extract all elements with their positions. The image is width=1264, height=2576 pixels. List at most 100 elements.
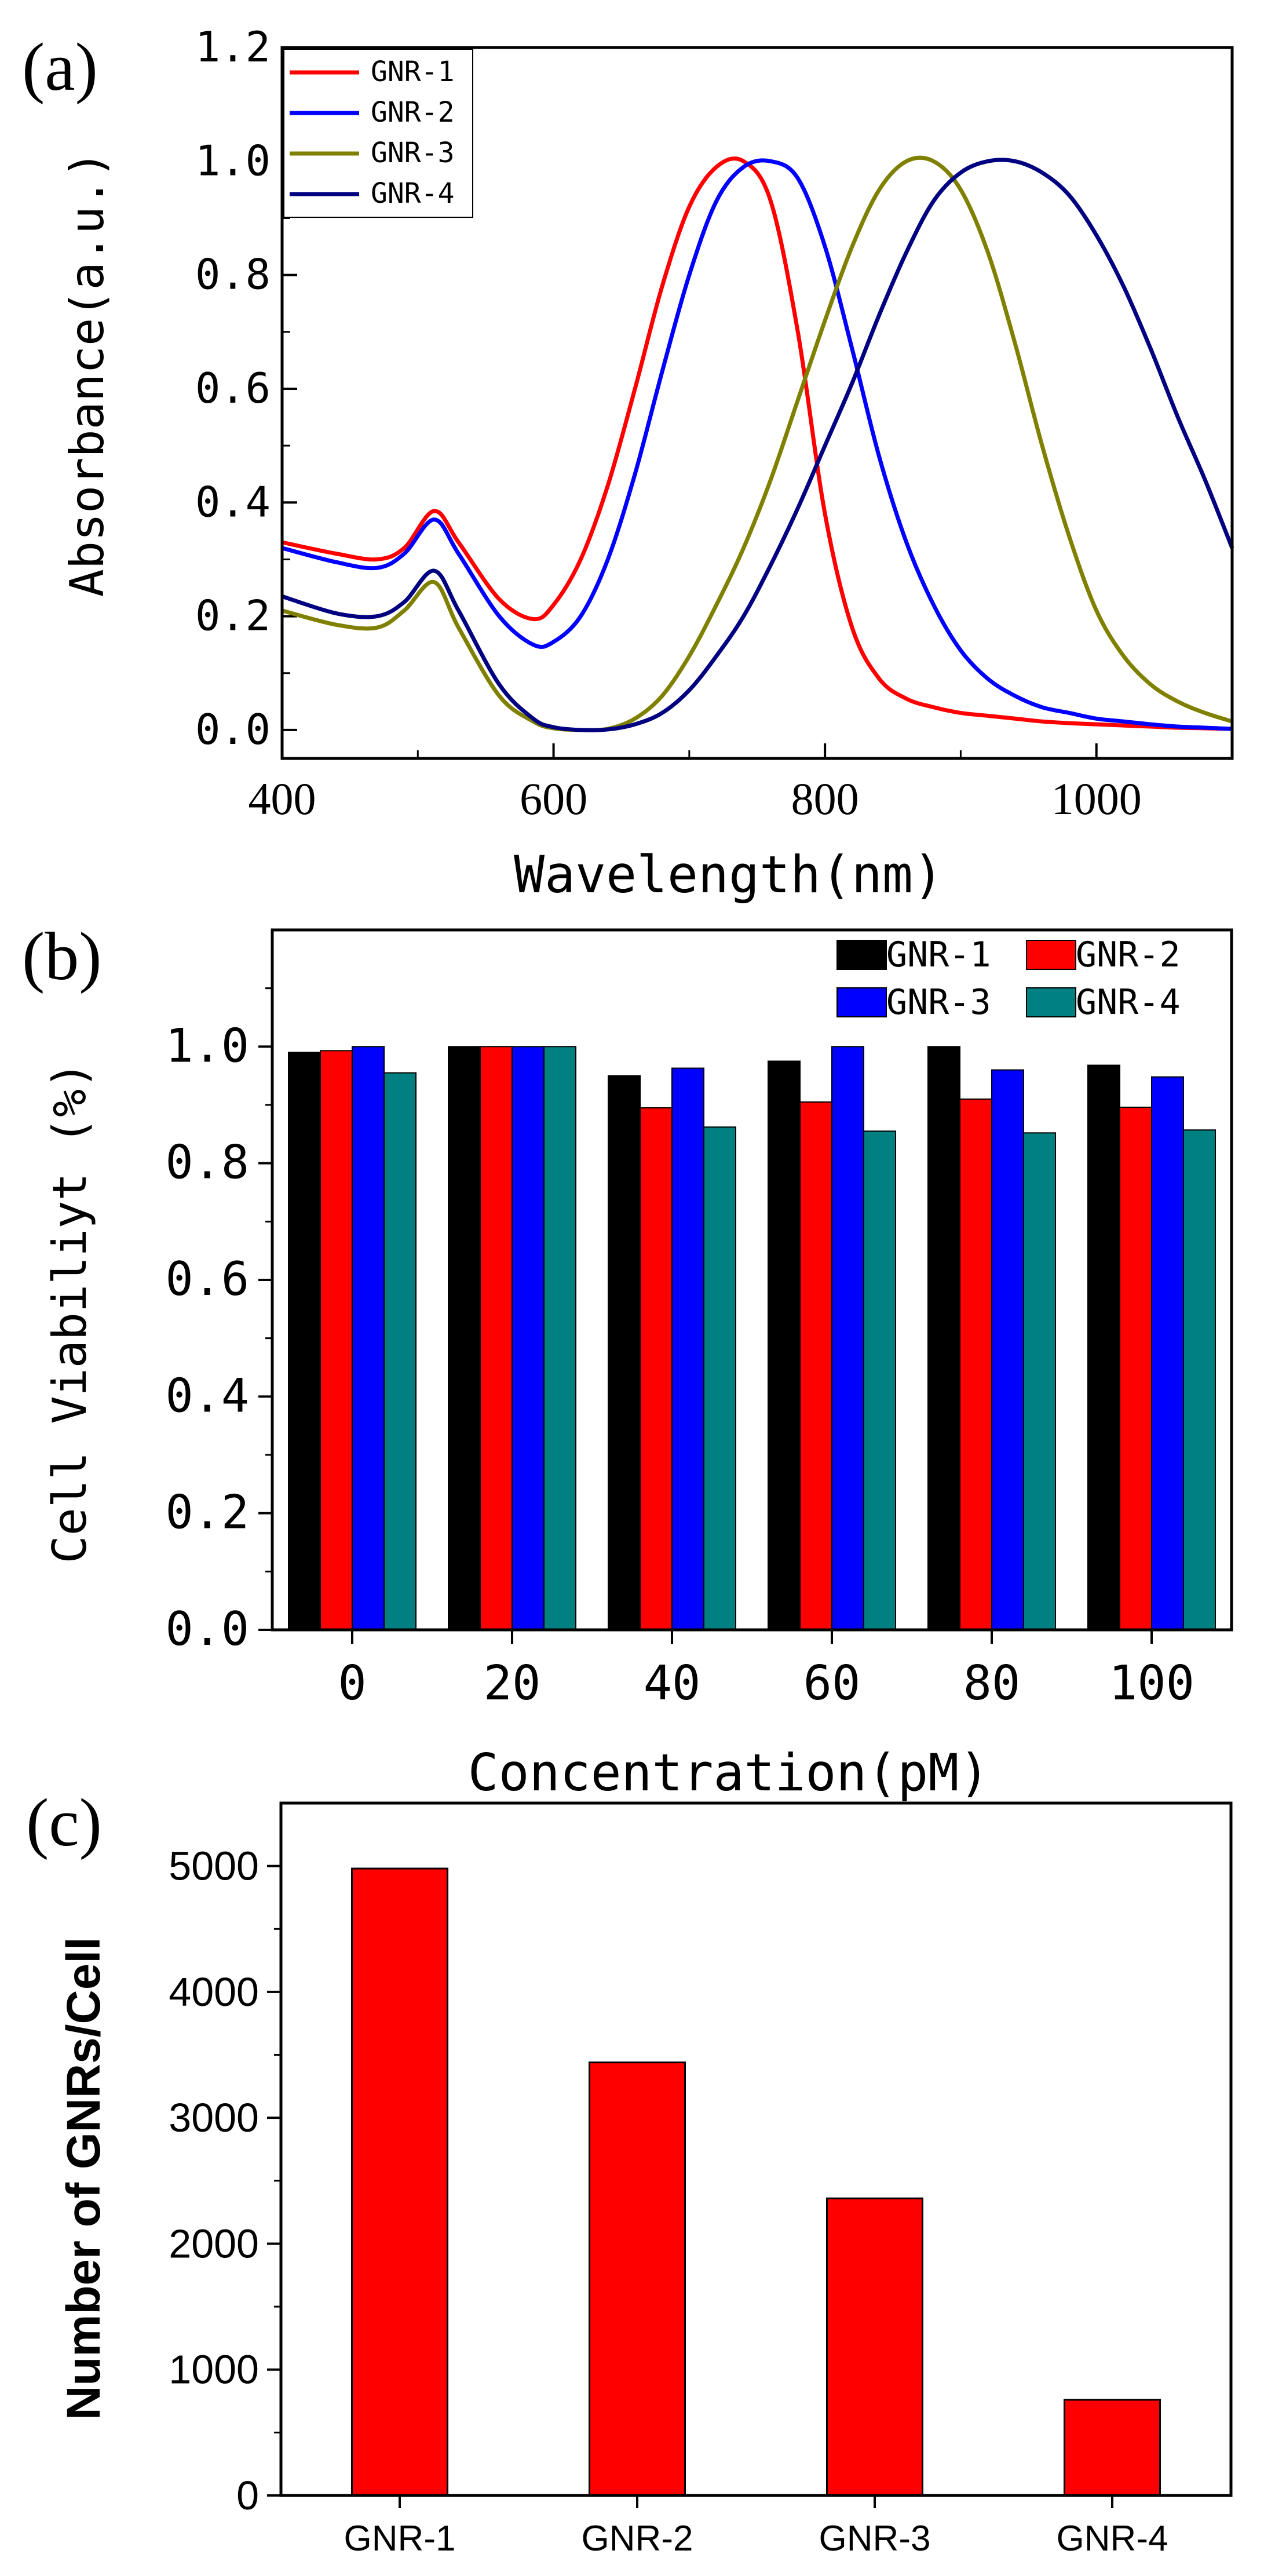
panel-b-y-tick-label: 0.2	[166, 1486, 250, 1539]
legend-label-gnr4: GNR-4	[1076, 982, 1181, 1023]
panel-c-x-tick-label: GNR-4	[1057, 2519, 1168, 2559]
panel-a-y-ticks: 0.0 0.2 0.4 0.6 0.8 1.0 1.2	[195, 23, 297, 754]
bar-gnr-1-40	[608, 1075, 641, 1630]
line-gnr-1	[282, 156, 1233, 731]
panel-c-gnrs-per-cell-chart: (c) Number of GNRs/Cell 0 1000 2000 3000 400…	[26, 1785, 1233, 2559]
panel-c-y-axis-label: Number of GNRs/Cell	[57, 1937, 110, 2420]
bar-gnr-2-20	[480, 1046, 513, 1631]
panel-c-y-tick-label: 4000	[169, 1969, 259, 2015]
panel-c-x-tick-label: GNR-3	[819, 2519, 931, 2559]
panel-c-x-tick-label: GNR-1	[344, 2519, 456, 2559]
bar-gnr-3-60	[831, 1046, 864, 1631]
bar-gnr-2-100	[1119, 1107, 1152, 1630]
panel-c-x-ticks: GNR-1 GNR-2 GNR-3 GNR-4	[344, 2495, 1168, 2559]
legend-swatch-gnr2	[1026, 940, 1076, 970]
bar-gnr-4-100	[1183, 1129, 1216, 1630]
panel-a-x-tick-label: 800	[791, 773, 859, 824]
legend-swatch-gnr3	[836, 987, 887, 1017]
bar-gnr-3-100	[1151, 1076, 1184, 1631]
bar-gnr-2-40	[640, 1107, 673, 1630]
panel-b-y-tick-label: 1.0	[166, 1019, 250, 1072]
panel-b-y-ticks: 0.0 0.2 0.4 0.6 0.8 1.0	[166, 987, 272, 1656]
panel-b-y-tick-label: 0.8	[166, 1136, 250, 1190]
bar-gnr-4	[1064, 2399, 1161, 2497]
line-gnr-2	[282, 158, 1233, 731]
panel-a-y-tick-label: 0.2	[195, 592, 271, 640]
panel-a-x-tick-label: 1000	[1051, 773, 1142, 824]
panel-a-y-tick-label: 0.4	[195, 477, 271, 526]
panel-b-x-tick-label: 40	[644, 1656, 701, 1711]
bar-gnr-4-60	[863, 1130, 896, 1631]
legend-label-gnr3: GNR-3	[886, 982, 991, 1023]
legend-label-gnr2: GNR-2	[1076, 935, 1181, 975]
panel-a-y-tick-label: 0.6	[195, 364, 271, 413]
panel-c-x-tick-label: GNR-2	[582, 2519, 693, 2559]
panel-b-x-tick-label: 0	[338, 1656, 366, 1711]
panel-b-legend: GNR-1 GNR-2 GNR-3 GNR-4	[836, 935, 1181, 1023]
panel-b-x-tick-label: 20	[484, 1656, 541, 1711]
panel-c-bars	[351, 1867, 1161, 2497]
panel-a-x-tick-label: 600	[520, 773, 587, 824]
bar-gnr-2-60	[799, 1101, 832, 1630]
panel-c-y-tick-label: 3000	[169, 2095, 259, 2140]
line-gnr-4	[281, 158, 1234, 732]
bar-gnr-1-20	[448, 1046, 481, 1631]
bar-gnr-2-0	[320, 1050, 353, 1630]
bar-gnr-4-40	[703, 1126, 736, 1630]
panel-b-x-tick-label: 60	[803, 1656, 861, 1711]
bar-gnr-1-100	[1087, 1064, 1120, 1630]
panel-b-plot-frame	[271, 928, 1233, 1632]
bar-gnr-4-80	[1023, 1132, 1056, 1630]
line-gnr-3	[282, 155, 1233, 732]
panel-a-series-lines	[281, 155, 1234, 732]
bar-gnr-2	[589, 2061, 686, 2497]
bar-gnr-3-80	[991, 1069, 1024, 1630]
panel-b-x-ticks: 0 20 40 60 80 100	[338, 1630, 1194, 1711]
panel-a-y-tick-label: 1.0	[195, 136, 271, 185]
bar-gnr-3-40	[671, 1067, 704, 1630]
panel-c-y-ticks: 0 1000 2000 3000 4000 5000	[169, 1844, 281, 2518]
panel-a-x-tick-label: 400	[249, 773, 316, 824]
panel-a-plot-frame	[280, 46, 1234, 760]
panel-b-x-tick-label: 100	[1109, 1656, 1194, 1711]
panel-c-plot-frame	[279, 1801, 1233, 2497]
panel-b-y-axis-label: Cell Viabiliyt (%)	[43, 1061, 97, 1564]
legend-label-gnr1: GNR-1	[886, 935, 991, 975]
panel-c-y-tick-label: 2000	[169, 2221, 259, 2266]
panel-a-y-tick-label: 0.8	[195, 250, 271, 299]
panel-b-x-tick-label: 80	[963, 1656, 1021, 1711]
legend-swatch-gnr1	[836, 940, 887, 970]
panel-b-label: (b)	[22, 918, 102, 994]
panel-a-y-tick-label: 0.0	[195, 705, 271, 754]
bar-gnr-1	[351, 1867, 448, 2497]
panel-a-absorbance-chart: (a) Absorbance(a.u.) Wavelength(nm) 0.00…	[22, 23, 1234, 904]
panel-a-y-axis-label: Absorbance(a.u.)	[60, 151, 114, 597]
panel-a-x-ticks: 400 600 800 1000	[249, 743, 1142, 824]
bar-gnr-1-80	[927, 1046, 960, 1631]
bar-gnr-3-0	[352, 1046, 385, 1631]
legend-label-gnr2: GNR-2	[371, 96, 455, 129]
panel-a-legend-box	[283, 49, 473, 218]
panel-b-y-tick-label: 0.4	[166, 1369, 250, 1422]
panel-b-x-axis-label: Concentration(pM)	[468, 1743, 990, 1803]
panel-a-y-tick-label: 1.2	[195, 23, 271, 71]
bar-gnr-2-80	[959, 1098, 992, 1630]
legend-label-gnr3: GNR-3	[371, 137, 455, 169]
bar-gnr-3	[826, 2197, 923, 2497]
bar-gnr-4-20	[543, 1046, 576, 1631]
legend-label-gnr4: GNR-4	[371, 177, 455, 210]
bar-gnr-1-0	[288, 1052, 321, 1630]
panel-c-y-tick-label: 0	[236, 2473, 259, 2518]
bar-gnr-4-0	[383, 1072, 417, 1630]
panel-c-y-tick-label: 1000	[169, 2347, 259, 2392]
panel-a-legend: GNR-1 GNR-2 GNR-3 GNR-4	[283, 49, 473, 218]
legend-label-gnr1: GNR-1	[371, 56, 455, 88]
panel-c-label: (c)	[26, 1785, 102, 1860]
panel-b-y-tick-label: 0.6	[166, 1252, 250, 1306]
bar-gnr-1-60	[768, 1060, 801, 1630]
panel-b-cell-viability-chart: (b) Cell Viabiliyt (%) Concentration(pM)…	[22, 918, 1233, 1803]
legend-swatch-gnr4	[1026, 987, 1076, 1017]
panel-b-y-tick-label: 0.0	[166, 1602, 250, 1656]
panel-a-label: (a)	[22, 29, 98, 105]
